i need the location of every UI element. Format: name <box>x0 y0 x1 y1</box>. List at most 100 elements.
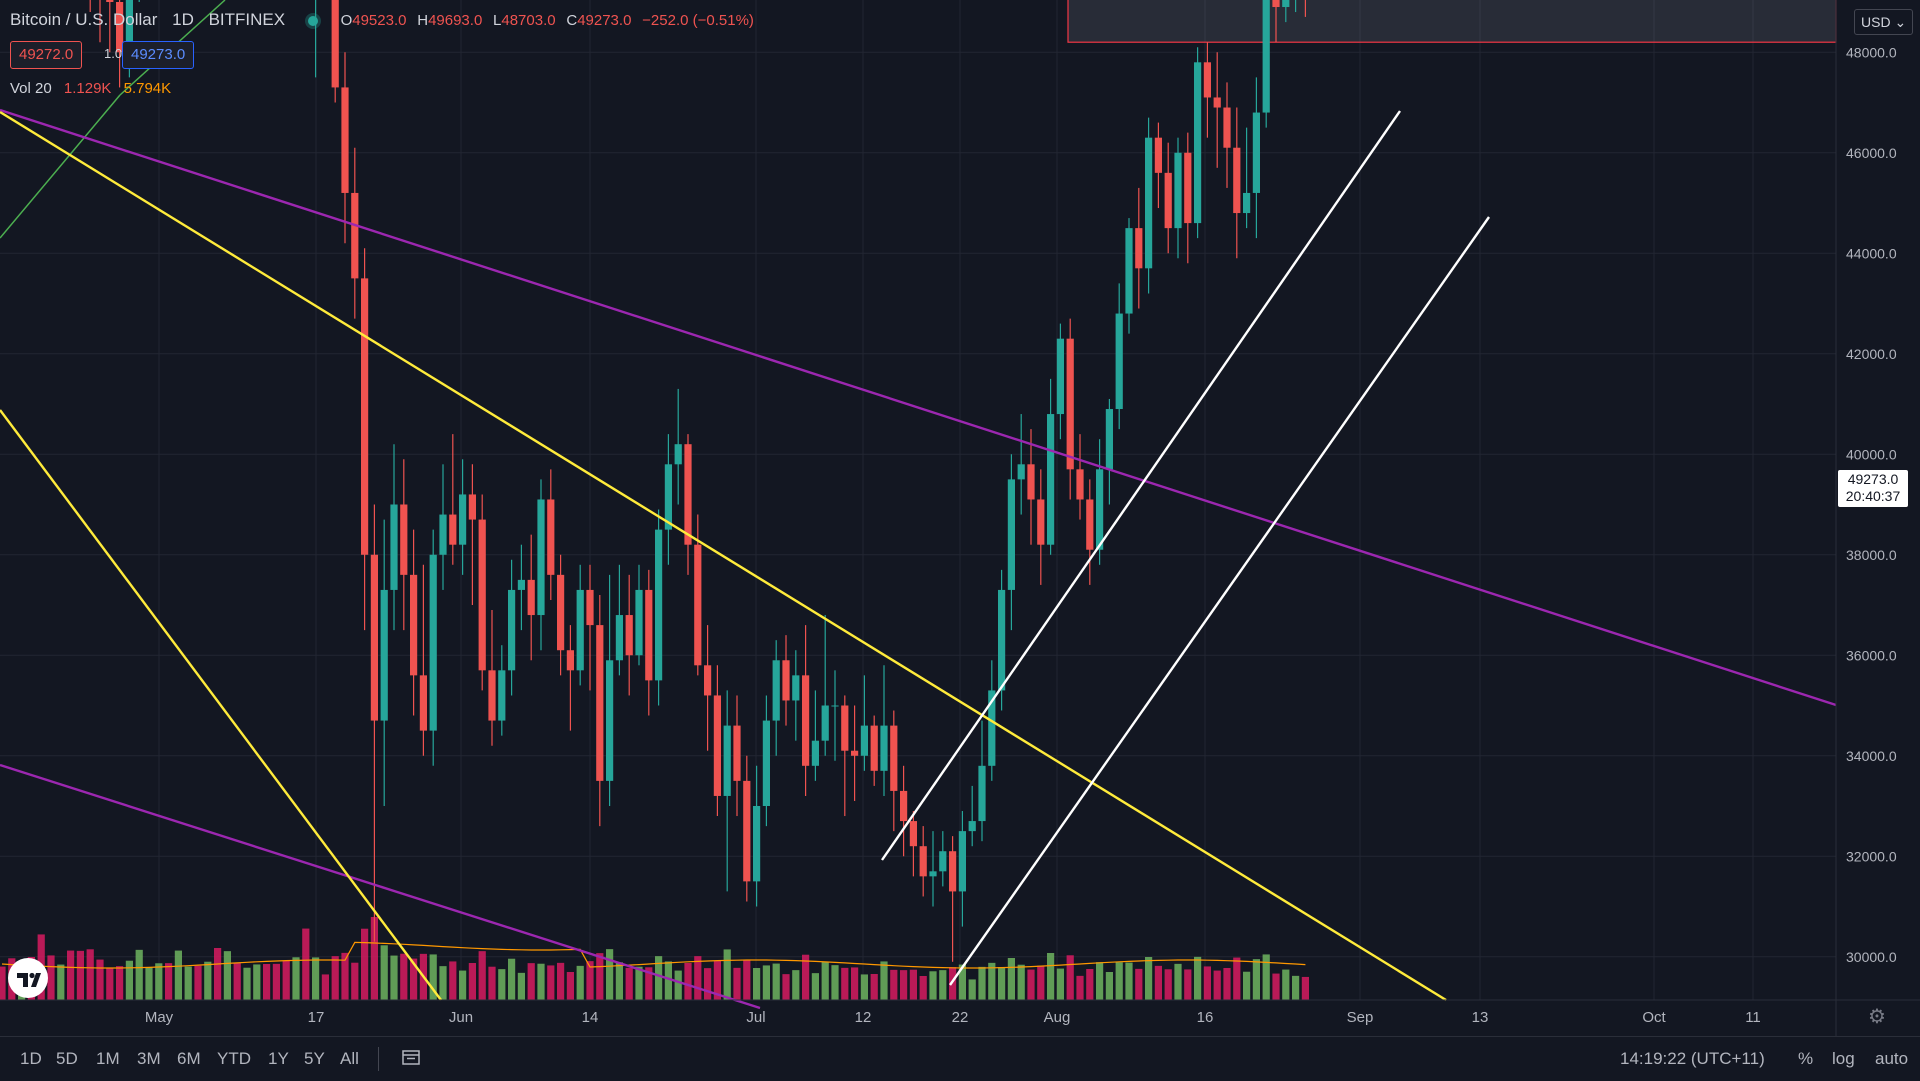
candle-body <box>576 589 584 671</box>
candle-body <box>478 519 486 671</box>
candle-body <box>596 625 604 781</box>
axes: 68000.066000.064000.062000.060000.058000… <box>0 0 1920 1036</box>
candle-body <box>1027 464 1035 500</box>
candle-body <box>988 690 996 766</box>
candle-body <box>1184 152 1192 224</box>
volume-bar <box>890 969 898 1000</box>
purple-trendline-lower <box>0 763 761 1010</box>
candle-body <box>655 529 663 681</box>
volume-bar <box>860 974 868 1000</box>
volume-label: Vol 20 <box>10 80 52 97</box>
range-ytd[interactable]: YTD <box>217 1049 251 1068</box>
volume-bar <box>1096 962 1104 1000</box>
candle-body <box>380 589 388 721</box>
candle-body <box>792 675 800 701</box>
y-tick-label: 40000.0 <box>1846 446 1897 462</box>
volume-bar <box>762 965 770 1000</box>
volume-legend[interactable]: Vol 20 1.129K 5.794K <box>10 80 171 97</box>
candle-body <box>116 1 124 53</box>
volume-bar <box>978 966 986 1000</box>
current-price-value: 49273.0 <box>1847 471 1899 487</box>
range-1d[interactable]: 1D <box>20 1049 42 1068</box>
volume-bar <box>125 960 133 1000</box>
candle-body <box>361 278 369 555</box>
candle-body <box>1282 0 1290 8</box>
candle-body <box>547 499 555 575</box>
volume-bar <box>390 955 398 1000</box>
clock-timezone[interactable]: 14:19:22 (UTC+11) <box>1620 1049 1765 1068</box>
tradingview-logo-icon[interactable] <box>8 958 48 998</box>
volume-value: 1.129K <box>63 80 112 97</box>
volume-bar <box>841 967 849 1000</box>
candle-body <box>968 821 976 832</box>
candle-body <box>537 499 545 616</box>
range-all[interactable]: All <box>340 1049 359 1068</box>
range-1m[interactable]: 1M <box>96 1049 120 1068</box>
volume-bar <box>537 963 545 1000</box>
volume-bar <box>694 956 702 1000</box>
candle-body <box>498 670 506 721</box>
volume-bar <box>1154 965 1162 1000</box>
candle-body <box>606 660 614 781</box>
volume-bar <box>57 964 65 1000</box>
volume-bar <box>321 974 329 1000</box>
candle-body <box>1213 97 1221 108</box>
volume-bar <box>547 965 555 1000</box>
volume-bar <box>655 956 663 1000</box>
range-3m[interactable]: 3M <box>137 1049 161 1068</box>
volume-bar <box>1125 962 1133 1000</box>
candle-body <box>831 705 839 707</box>
candle-body <box>331 0 339 88</box>
volume-bar <box>1174 963 1182 1000</box>
exchange-label: BITFINEX <box>208 10 286 29</box>
candle-body <box>1243 192 1251 214</box>
candle-body <box>527 579 535 616</box>
volume-bar <box>772 963 780 1000</box>
volume-bar <box>645 967 653 1000</box>
x-tick-label: 11 <box>1745 1009 1761 1026</box>
candle-body <box>704 665 712 696</box>
volume-bar <box>1223 968 1231 1000</box>
x-tick-label: Sep <box>1347 1009 1374 1026</box>
goto-date-calendar-icon[interactable] <box>402 1049 420 1065</box>
volume-bar <box>596 953 604 1000</box>
currency-select[interactable]: USD ⌄ <box>1854 9 1914 35</box>
auto-scale-toggle[interactable]: auto <box>1875 1049 1909 1068</box>
candle-body <box>870 725 878 771</box>
volume-bar <box>674 970 682 1000</box>
range-5d[interactable]: 5D <box>56 1049 78 1068</box>
candle-body <box>998 589 1006 691</box>
settings-gear-icon[interactable]: ⚙ <box>1868 1006 1886 1028</box>
candle-body <box>1076 469 1084 500</box>
candle-body <box>958 831 966 892</box>
sell-button[interactable]: 49272.0 <box>10 41 83 69</box>
range-1y[interactable]: 1Y <box>268 1049 289 1068</box>
candle-body <box>733 725 741 781</box>
volume-bar <box>1037 965 1045 1000</box>
volume-bar <box>145 967 153 1000</box>
y-tick-label: 44000.0 <box>1846 245 1897 261</box>
candle-body <box>449 514 457 545</box>
volume-bar <box>410 958 418 1000</box>
volume-bar <box>194 965 202 1000</box>
buy-button[interactable]: 49273.0 <box>122 41 195 69</box>
volume-bar <box>1047 953 1055 1000</box>
price-chart[interactable]: 68000.066000.064000.062000.060000.058000… <box>0 0 1920 1036</box>
ohlc-close-label: C <box>566 12 578 29</box>
log-scale-toggle[interactable]: log <box>1832 1049 1855 1068</box>
volume-bar <box>606 949 614 1000</box>
y-tick-label: 36000.0 <box>1846 647 1897 663</box>
volume-bar <box>351 962 359 1000</box>
order-quantity[interactable]: 1.0 <box>104 46 123 61</box>
tradingview-logo-glyph <box>17 972 41 987</box>
interval-label[interactable]: 1D <box>172 10 194 29</box>
volume-bar <box>811 973 819 1000</box>
volume-bar <box>615 962 623 1000</box>
candle-body <box>517 579 525 590</box>
range-6m[interactable]: 6M <box>177 1049 201 1068</box>
volume-bar <box>821 962 829 1000</box>
percent-scale-toggle[interactable]: % <box>1798 1049 1814 1068</box>
symbol-name[interactable]: Bitcoin / U.S. Dollar <box>10 10 158 29</box>
range-5y[interactable]: 5Y <box>304 1049 325 1068</box>
volume-bar <box>478 951 486 1000</box>
